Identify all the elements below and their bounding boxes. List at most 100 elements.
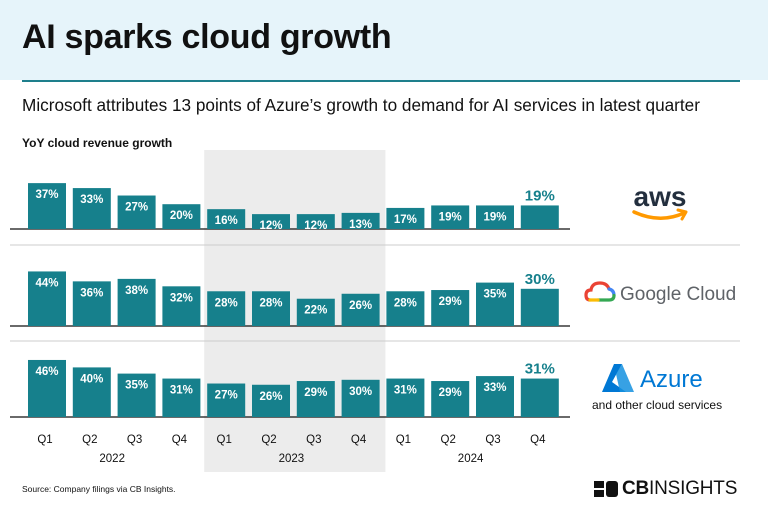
aws-bar-2: [72, 188, 111, 229]
azure-bar-6: [252, 384, 290, 417]
aws-label-11: 19%: [483, 211, 506, 223]
aws-bar-5: [207, 209, 246, 229]
aws-bar-12: [520, 205, 559, 229]
y-axis-label: YoY cloud revenue growth: [22, 136, 173, 150]
x-tick-label-12: Q4: [530, 434, 546, 446]
azure-bar-10: [431, 381, 470, 417]
aws-bar-6: [252, 214, 290, 229]
google-cloud-label-9: 28%: [394, 297, 417, 309]
google-cloud-label-7: 22%: [304, 305, 327, 317]
aws-label-4: 20%: [170, 210, 193, 222]
aws-label-5: 16%: [215, 215, 238, 227]
google-cloud-bar-3: [117, 278, 156, 326]
azure-label-2: 40%: [80, 373, 103, 385]
google-cloud-label-11: 35%: [483, 289, 506, 301]
google-cloud-label-3: 38%: [125, 285, 148, 297]
google-cloud-bar-4: [162, 286, 201, 326]
year-label-2024: 2024: [458, 453, 484, 465]
azure-logo: Azure: [602, 364, 703, 393]
aws-label-8: 13%: [349, 219, 372, 231]
year-label-2022: 2022: [99, 453, 125, 465]
google-cloud-bar-7: [296, 298, 335, 326]
cbinsights-icon: [594, 481, 618, 497]
aws-bar-10: [431, 205, 470, 229]
google-cloud-logo: Google Cloud: [584, 281, 736, 305]
azure-bar-7: [296, 381, 335, 417]
google-cloud-icon: [584, 281, 616, 302]
google-cloud-bar-6: [252, 291, 290, 326]
google-cloud-bar-11: [476, 282, 514, 326]
aws-logo: aws: [632, 181, 688, 221]
google-cloud-bar-2: [72, 281, 111, 326]
aws-label-9: 17%: [394, 214, 417, 226]
google-cloud-bar-12: [520, 288, 559, 326]
azure-label-7: 29%: [304, 387, 327, 399]
x-tick-label-5: Q1: [217, 434, 232, 446]
azure-label-5: 27%: [215, 390, 238, 402]
aws-label-3: 27%: [125, 202, 148, 214]
azure-subtext: and other cloud services: [592, 398, 723, 412]
cbinsights-logo: CBINSIGHTS: [594, 478, 737, 500]
chart-subtitle: Microsoft attributes 13 points of Azure’…: [22, 95, 700, 115]
header-band: [0, 0, 768, 80]
aws-label-7: 12%: [304, 220, 327, 232]
azure-bar-3: [117, 373, 156, 417]
google-cloud-label-2: 36%: [80, 287, 103, 299]
x-tick-label-7: Q3: [306, 434, 321, 446]
aws-bar-4: [162, 204, 201, 229]
google-cloud-bar-1: [28, 271, 66, 326]
azure-bar-1: [28, 359, 66, 417]
azure-bar-8: [341, 379, 380, 417]
chart-title: AI sparks cloud growth: [22, 18, 392, 56]
cbinsights-logo-bold: CB: [622, 478, 650, 499]
google-cloud-bar-9: [386, 291, 425, 326]
google-cloud-label-4: 32%: [170, 292, 193, 304]
aws-label-2: 33%: [80, 194, 103, 206]
google-cloud-bar-5: [207, 291, 246, 326]
azure-bar-5: [207, 383, 246, 417]
azure-label-12: 31%: [525, 361, 555, 378]
x-tick-label-1: Q1: [37, 434, 52, 446]
azure-label-6: 26%: [259, 391, 282, 403]
google-cloud-bar-8: [341, 293, 380, 326]
x-tick-label-9: Q1: [396, 434, 411, 446]
azure-bar-12: [520, 378, 559, 417]
aws-label-12: 19%: [525, 187, 555, 204]
aws-bar-3: [117, 195, 156, 229]
aws-bar-9: [386, 207, 425, 229]
x-tick-label-4: Q4: [172, 434, 188, 446]
google-cloud-label-6: 28%: [259, 297, 282, 309]
google-cloud-label-8: 26%: [349, 300, 372, 312]
azure-icon: [602, 364, 634, 392]
azure-label-8: 30%: [349, 386, 372, 398]
x-tick-label-10: Q2: [441, 434, 456, 446]
azure-label-9: 31%: [394, 385, 417, 397]
google-cloud-label-10: 29%: [439, 296, 462, 308]
azure-label-10: 29%: [439, 387, 462, 399]
google-cloud-logo-text: Google Cloud: [620, 284, 736, 305]
aws-logo-text: aws: [634, 181, 687, 212]
azure-bar-9: [386, 378, 425, 417]
azure-label-1: 46%: [35, 366, 58, 378]
azure-label-4: 31%: [170, 385, 193, 397]
x-tick-label-3: Q3: [127, 434, 142, 446]
year-label-2023: 2023: [279, 453, 305, 465]
azure-bar-11: [476, 376, 514, 417]
google-cloud-label-1: 44%: [35, 277, 58, 289]
x-tick-label-8: Q4: [351, 434, 367, 446]
azure-label-3: 35%: [125, 380, 148, 392]
x-tick-label-6: Q2: [261, 434, 276, 446]
aws-bar-7: [296, 214, 335, 229]
x-tick-label-11: Q3: [485, 434, 500, 446]
aws-bar-8: [341, 212, 380, 229]
aws-label-1: 37%: [35, 189, 58, 201]
title-rule: [22, 80, 740, 82]
cbinsights-logo-rest: INSIGHTS: [649, 478, 738, 499]
google-cloud-label-5: 28%: [215, 297, 238, 309]
azure-label-11: 33%: [483, 382, 506, 394]
google-cloud-label-12: 30%: [525, 271, 555, 288]
aws-label-10: 19%: [439, 211, 462, 223]
azure-bar-4: [162, 378, 201, 417]
aws-bar-11: [476, 205, 514, 229]
